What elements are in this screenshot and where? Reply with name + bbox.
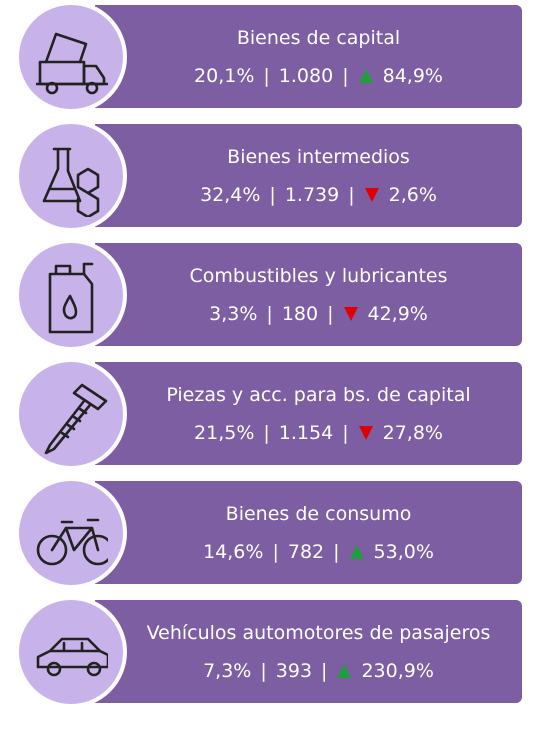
change: 42,9% (367, 303, 428, 325)
category-stats: 32,4% | 1.739 | 2,6% (115, 184, 522, 206)
separator: | (327, 303, 334, 325)
share: 32,4% (200, 184, 261, 206)
category-card: Vehículos automotores de pasajeros 7,3% | 3… (95, 600, 522, 703)
category-stats: 3,3% | 180 | 42,9% (115, 303, 522, 325)
value: 1.080 (278, 65, 334, 87)
separator: | (269, 184, 276, 206)
change: 53,0% (373, 541, 434, 563)
separator: | (333, 541, 340, 563)
separator: | (342, 65, 349, 87)
down-arrow (358, 426, 373, 440)
icon (36, 518, 108, 566)
category-stats: 14,6% | 782 | 53,0% (115, 541, 522, 563)
change: 2,6% (388, 184, 437, 206)
down-arrow (343, 307, 358, 321)
category-icon (15, 239, 127, 351)
separator: | (263, 422, 270, 444)
category-card: Bienes de consumo 14,6% | 782 | 53,0% (95, 481, 522, 584)
separator: | (348, 184, 355, 206)
share: 14,6% (203, 541, 264, 563)
change: 27,8% (382, 422, 443, 444)
category-label: Vehículos automotores de pasajeros (146, 622, 491, 644)
separator: | (260, 660, 267, 682)
up-arrow (349, 545, 364, 559)
down-arrow (364, 188, 379, 202)
separator: | (272, 541, 279, 563)
value: 180 (281, 303, 319, 325)
category-label: Bienes de capital (236, 27, 401, 49)
category-label: Bienes intermedios (227, 146, 410, 168)
value: 1.154 (278, 422, 334, 444)
category-card: Combustibles y lubricantes 3,3% | 180 | 42,9% (95, 243, 522, 346)
value: 393 (275, 660, 313, 682)
category-label: Piezas y acc. para bs. de capital (166, 384, 471, 406)
category-icon (15, 477, 127, 589)
up-arrow (337, 664, 352, 678)
category-icon (15, 358, 127, 470)
category-stats: 21,5% | 1.154 | 27,8% (115, 422, 522, 444)
category-label: Bienes de consumo (225, 503, 412, 525)
category-card: Piezas y acc. para bs. de capital 21,5% | 1… (95, 362, 522, 465)
separator: | (263, 65, 270, 87)
separator: | (321, 660, 328, 682)
category-label: Combustibles y lubricantes (189, 265, 448, 287)
icon (36, 637, 108, 677)
category-stats: 7,3% | 393 | 230,9% (115, 660, 522, 682)
change: 230,9% (361, 660, 434, 682)
separator: | (266, 303, 273, 325)
icon (36, 32, 108, 95)
category-icon (15, 120, 127, 232)
share: 7,3% (203, 660, 252, 682)
share: 3,3% (209, 303, 258, 325)
separator: | (342, 422, 349, 444)
category-card: Bienes intermedios 32,4% | 1.739 | 2,6% (95, 124, 522, 227)
icon (42, 147, 100, 217)
icon (48, 262, 94, 334)
category-icon (15, 1, 127, 113)
up-arrow (358, 69, 373, 83)
value: 1.739 (284, 184, 340, 206)
share: 20,1% (194, 65, 255, 87)
icon (44, 383, 108, 455)
share: 21,5% (194, 422, 255, 444)
change: 84,9% (382, 65, 443, 87)
category-stats: 20,1% | 1.080 | 84,9% (115, 65, 522, 87)
category-card: Bienes de capital 20,1% | 1.080 | 84,9% (95, 5, 522, 108)
category-icon (15, 596, 127, 708)
value: 782 (287, 541, 325, 563)
